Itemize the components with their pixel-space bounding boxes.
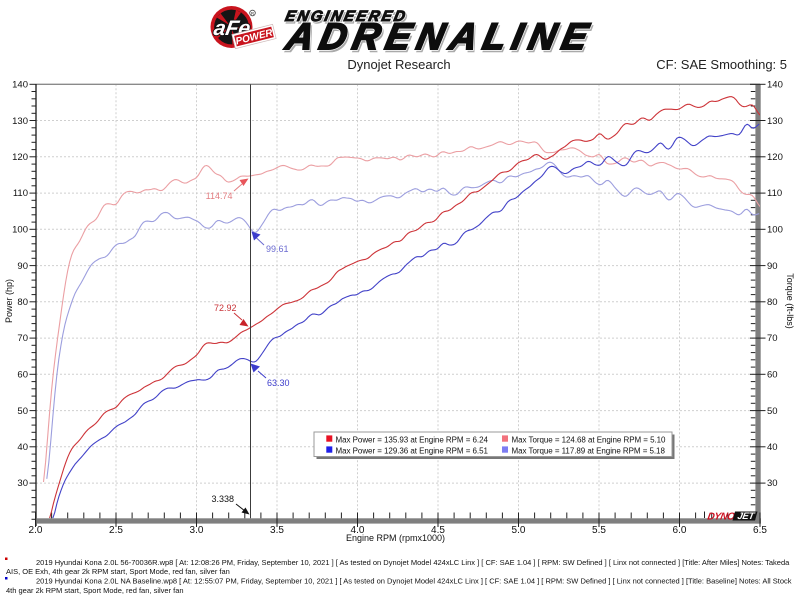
svg-text:60: 60 (17, 370, 28, 381)
svg-text:Max Torque = 124.68 at Engine: Max Torque = 124.68 at Engine RPM = 5.10 (512, 436, 667, 445)
svg-text:80: 80 (17, 297, 28, 308)
svg-text:DYNO: DYNO (706, 511, 735, 522)
svg-text:130: 130 (12, 116, 28, 127)
svg-text:2.5: 2.5 (109, 525, 123, 536)
svg-text:2019 Hyundai Kona 2.0L 56-7003: 2019 Hyundai Kona 2.0L 56-70036R.wp8 [ A… (36, 558, 790, 567)
svg-text:100: 100 (767, 225, 783, 236)
svg-text:Dynojet Research: Dynojet Research (347, 57, 450, 72)
svg-text:3.5: 3.5 (270, 525, 284, 536)
svg-text:72.92: 72.92 (214, 303, 237, 313)
svg-text:70: 70 (17, 333, 28, 344)
svg-text:ADRENALINE: ADRENALINE (284, 18, 596, 60)
svg-text:110: 110 (13, 188, 28, 199)
svg-text:80: 80 (767, 297, 778, 308)
svg-text:CF: SAE Smoothing: 5: CF: SAE Smoothing: 5 (656, 57, 787, 72)
svg-text:90: 90 (767, 261, 778, 272)
svg-text:120: 120 (12, 152, 28, 163)
svg-text:30: 30 (17, 478, 28, 489)
svg-text:R: R (251, 11, 255, 16)
svg-text:4th gear 2k RPM start, Sport M: 4th gear 2k RPM start, Sport Mode, red f… (6, 586, 184, 595)
svg-text:ENGINEERED: ENGINEERED (284, 8, 409, 25)
svg-text:140: 140 (12, 80, 28, 91)
svg-text:ENGINEERED: ENGINEERED (285, 10, 410, 27)
svg-text:120: 120 (767, 152, 783, 163)
svg-text:Max Power = 129.36 at Engine R: Max Power = 129.36 at Engine RPM = 6.51 (336, 447, 489, 456)
svg-text:Max Torque = 117.89 at Engine: Max Torque = 117.89 at Engine RPM = 5.18 (512, 447, 666, 456)
svg-text:ADRENALINE: ADRENALINE (282, 15, 594, 57)
svg-text:114.74: 114.74 (206, 191, 233, 201)
svg-text:90: 90 (17, 261, 28, 272)
svg-text:110: 110 (767, 188, 782, 199)
svg-text:50: 50 (17, 406, 28, 417)
svg-text:140: 140 (767, 80, 783, 91)
svg-text:5.5: 5.5 (592, 525, 606, 536)
svg-text:63.30: 63.30 (267, 378, 290, 388)
svg-text:4.0: 4.0 (351, 525, 365, 536)
svg-text:60: 60 (767, 370, 778, 381)
svg-text:70: 70 (767, 333, 778, 344)
svg-text:99.61: 99.61 (266, 244, 289, 254)
svg-text:Max Power = 135.93 at Engine R: Max Power = 135.93 at Engine RPM = 6.24 (336, 436, 489, 445)
svg-text:ENGINEERED: ENGINEERED (284, 8, 409, 25)
svg-text:50: 50 (767, 406, 778, 417)
svg-text:Power (hp): Power (hp) (4, 279, 14, 323)
svg-text:130: 130 (767, 116, 783, 127)
svg-text:Engine RPM (rpmx1000): Engine RPM (rpmx1000) (346, 533, 445, 543)
svg-text:2019 Hyundai Kona 2.0L NA Base: 2019 Hyundai Kona 2.0L NA Baseline.wp8 [… (36, 577, 792, 586)
svg-text:Torque (ft-lbs): Torque (ft-lbs) (785, 273, 795, 329)
svg-text:100: 100 (12, 225, 28, 236)
svg-text:JET: JET (736, 511, 756, 522)
svg-text:40: 40 (767, 442, 778, 453)
svg-text:40: 40 (17, 442, 28, 453)
svg-text:30: 30 (767, 478, 778, 489)
svg-text:2.0: 2.0 (29, 525, 43, 536)
svg-text:6.0: 6.0 (673, 525, 687, 536)
svg-text:5.0: 5.0 (512, 525, 526, 536)
svg-text:4.5: 4.5 (431, 525, 445, 536)
svg-text:ADRENALINE: ADRENALINE (282, 15, 594, 57)
svg-text:AIS, OE Exh, 4th gear 2k RPM s: AIS, OE Exh, 4th gear 2k RPM start, Spor… (6, 567, 230, 576)
svg-text:3.338: 3.338 (211, 494, 234, 504)
svg-text:3.0: 3.0 (190, 525, 204, 536)
svg-text:6.5: 6.5 (753, 525, 767, 536)
